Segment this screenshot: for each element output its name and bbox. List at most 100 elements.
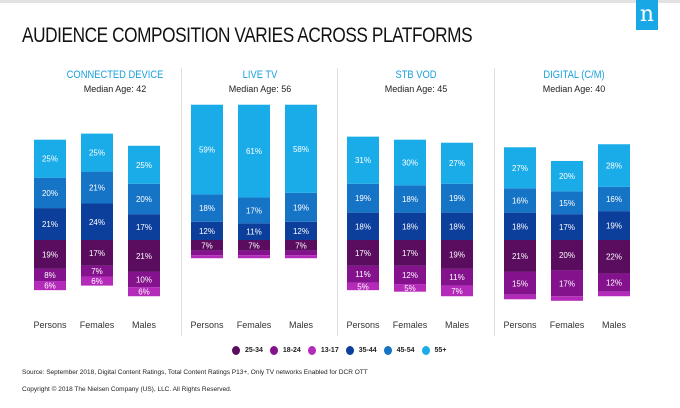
data-label: 16% [512, 196, 528, 205]
bar-segment-13-17 [394, 284, 426, 292]
bar-segment-55-plus [551, 160, 583, 192]
bar-segment-45-54 [551, 191, 583, 215]
bar-segment-13-17 [285, 255, 317, 259]
data-label: 25% [136, 161, 152, 170]
source-note: Source: September 2018, Digital Content … [22, 369, 368, 376]
bar-segment-18-24 [238, 250, 270, 256]
bar-segment-13-17 [347, 282, 379, 291]
legend-item-35-44: 35-44 [345, 345, 377, 355]
data-label: 6% [91, 277, 103, 286]
bar-segment-25-34 [598, 240, 630, 274]
legend-item-13-17: 13-17 [307, 345, 339, 355]
legend-label: 55+ [434, 346, 447, 354]
panel-title-connected-device: CONNECTED DEVICE [66, 69, 164, 81]
data-label: 7% [201, 241, 213, 250]
bar-segment-25-34 [238, 240, 270, 251]
bar-segment-55-plus [191, 104, 223, 195]
bar-segment-35-44 [347, 212, 379, 240]
panel-title-stb-vod: STB VOD [395, 69, 437, 81]
bar-segment-35-44 [34, 208, 66, 240]
bar-segment-13-17 [34, 281, 66, 291]
data-label: 6% [138, 288, 150, 297]
legend-swatch [421, 345, 430, 355]
data-label: 27% [449, 159, 465, 168]
bar-segment-18-24 [441, 268, 473, 286]
bar-segment-45-54 [81, 171, 113, 204]
data-label: 22% [606, 253, 622, 262]
bar-segment-13-17 [551, 296, 583, 301]
bar-segment-45-54 [285, 192, 317, 222]
bar-segment-55-plus [81, 133, 113, 172]
bar-segment-18-24 [504, 271, 536, 295]
legend-swatch [232, 345, 240, 355]
bar-segment-25-34 [504, 240, 536, 272]
bar-segment-25-34 [285, 240, 317, 251]
x-tick-label: Females [392, 320, 428, 330]
data-label: 18% [199, 204, 215, 213]
data-label: 17% [89, 249, 105, 258]
data-label: 30% [402, 158, 418, 167]
nielsen-logo: n [636, 0, 658, 30]
data-label: 7% [451, 287, 463, 296]
data-label: 20% [136, 195, 152, 204]
legend-item-18-24: 18-24 [269, 345, 301, 355]
bar-segment-45-54 [347, 183, 379, 213]
data-label: 15% [559, 199, 575, 208]
legend-label: 45-54 [396, 346, 415, 354]
top-bar [0, 0, 680, 3]
data-label: 7% [91, 267, 103, 276]
bar-segment-35-44 [504, 212, 536, 240]
bar-segment-13-17 [504, 294, 536, 300]
data-label: 18% [355, 222, 371, 231]
data-label: 17% [559, 223, 575, 232]
data-label: 12% [199, 227, 215, 236]
bar-segment-55-plus [34, 139, 66, 178]
bar-segment-13-17 [81, 276, 113, 286]
legend-label: 13-17 [320, 346, 339, 354]
bar-segment-45-54 [598, 186, 630, 212]
legend-item-45-54: 45-54 [383, 345, 415, 355]
bar-segment-55-plus [238, 104, 270, 198]
data-label: 18% [402, 195, 418, 204]
data-label: 24% [89, 218, 105, 227]
data-label: 12% [293, 227, 309, 236]
bar-segment-45-54 [504, 188, 536, 213]
bar-segment-45-54 [394, 185, 426, 213]
bar-segment-18-24 [285, 250, 317, 256]
data-label: 21% [42, 220, 58, 229]
data-label: 5% [404, 284, 416, 293]
legend-swatch [383, 345, 392, 355]
bar-segment-35-44 [598, 211, 630, 240]
x-tick-label: Persons [33, 320, 67, 330]
bar-segment-55-plus [394, 139, 426, 186]
bar-segment-25-34 [34, 240, 66, 269]
data-label: 20% [559, 251, 575, 260]
bar-segment-35-44 [238, 223, 270, 240]
panel-divider [337, 68, 338, 336]
legend-label: 25-34 [245, 346, 263, 354]
bar-segment-35-44 [551, 214, 583, 240]
bar-segment-45-54 [128, 183, 160, 215]
legend-swatch [269, 345, 278, 355]
data-label: 19% [606, 222, 622, 231]
data-label: 25% [89, 149, 105, 158]
panel-median-digital: Median Age: 40 [542, 84, 606, 94]
bar-segment-35-44 [394, 212, 426, 240]
page-title: AUDIENCE COMPOSITION VARIES ACROSS PLATF… [22, 24, 473, 47]
x-tick-label: Persons [190, 320, 224, 330]
data-label: 12% [402, 271, 418, 280]
panel-median-connected-device: Median Age: 42 [83, 84, 147, 94]
bar-segment-18-24 [128, 271, 160, 288]
data-label: 11% [246, 228, 261, 237]
data-label: 16% [606, 195, 622, 204]
bar-segment-55-plus [441, 142, 473, 184]
bar-segment-18-24 [34, 268, 66, 282]
data-label: 7% [295, 241, 307, 250]
data-label: 31% [355, 156, 371, 165]
bar-segment-35-44 [441, 212, 473, 240]
data-label: 12% [606, 279, 622, 288]
data-label: 20% [42, 189, 58, 198]
x-tick-label: Males [288, 320, 313, 330]
bar-segment-25-34 [441, 240, 473, 269]
legend-label: 35-44 [358, 346, 377, 354]
